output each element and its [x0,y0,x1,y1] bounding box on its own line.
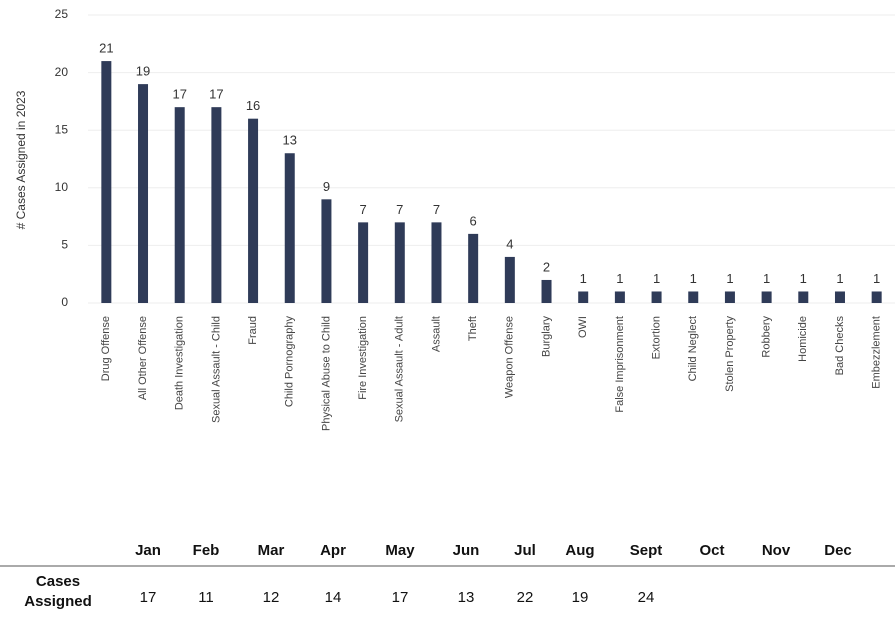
bar [871,291,882,303]
y-tick-label: 20 [55,65,69,79]
data-label: 1 [616,271,623,286]
cell-value: 22 [517,589,534,606]
data-label: 1 [873,271,880,286]
y-tick-label: 15 [55,122,69,136]
data-label: 7 [396,202,403,217]
x-tick-label: Drug Offense [100,316,112,381]
x-tick-label: Assault [430,316,442,352]
bar [724,291,735,303]
x-tick-label: Fraud [247,316,259,345]
x-tick-label: Burglary [540,316,552,357]
data-label: 6 [470,213,477,228]
x-tick-label: Fire Investigation [357,316,369,400]
data-label: 1 [653,271,660,286]
cell-value: 19 [572,589,589,606]
data-label: 16 [246,98,260,113]
column-header: Apr [320,542,346,559]
cell-value: 14 [325,589,342,606]
bar [211,107,222,303]
x-tick-label: False Imprisonment [614,316,626,413]
x-tick-label: Physical Abuse to Child [320,316,332,431]
bar [248,118,259,304]
bar [174,107,185,303]
x-tick-label: Child Pornography [284,316,296,408]
bar [101,61,112,303]
data-label: 1 [763,271,770,286]
column-header: Jul [514,542,536,559]
bar [468,233,479,303]
x-tick-label: Sexual Assault - Adult [394,316,406,422]
bar [431,222,442,303]
x-tick-label: Stolen Property [724,316,736,392]
x-tick-label: Homicide [797,316,809,362]
bar [798,291,809,303]
cell-value: 17 [140,589,157,606]
data-label: 17 [172,87,186,102]
data-label: 7 [359,202,366,217]
bar [614,291,625,303]
column-header: Feb [193,542,220,559]
x-tick-label: Child Neglect [687,316,699,381]
cell-value: 12 [263,589,280,606]
x-tick-label: Sexual Assault - Child [210,316,222,423]
bar [651,291,662,303]
column-header: Dec [824,542,852,559]
data-label: 4 [506,236,513,251]
x-tick-label: Extortion [650,316,662,359]
cell-value: 24 [638,589,655,606]
data-label: 1 [690,271,697,286]
x-tick-label: Embezzlement [871,316,883,389]
row-label: Cases Assigned [24,573,92,610]
data-label: 1 [836,271,843,286]
y-tick-label: 0 [61,295,68,309]
column-header: Aug [565,542,594,559]
x-tick-label: Robbery [761,316,773,358]
column-header: Mar [258,542,285,559]
bar [578,291,589,303]
bar [284,153,295,303]
bar [394,222,405,303]
bar [358,222,369,303]
bar [688,291,699,303]
cell-value: 11 [198,589,214,606]
data-label: 17 [209,87,223,102]
x-tick-label: Theft [467,316,479,341]
data-label: 1 [580,271,587,286]
data-label: 1 [726,271,733,286]
data-label: 21 [99,41,113,56]
data-label: 1 [800,271,807,286]
column-header: Jun [453,542,480,559]
bar [504,256,515,303]
data-label: 2 [543,259,550,274]
bar [761,291,772,303]
bar [834,291,845,303]
x-tick-label: Death Investigation [174,316,186,410]
column-header: May [385,542,415,559]
bar [321,199,332,303]
data-label: 13 [283,133,297,148]
data-label: 9 [323,179,330,194]
x-tick-label: Weapon Offense [504,316,516,398]
x-tick-label: All Other Offense [137,316,149,400]
bar [138,84,149,304]
x-tick-label: OWI [577,316,589,338]
data-label: 7 [433,202,440,217]
y-tick-label: 25 [55,7,69,21]
column-header: Nov [762,542,791,559]
column-header: Sept [630,542,663,559]
y-tick-label: 10 [55,180,69,194]
column-header: Jan [135,542,161,559]
bar [541,279,552,303]
y-tick-label: 5 [61,238,68,252]
cell-value: 17 [392,589,409,606]
x-tick-label: Bad Checks [834,316,846,376]
data-label: 19 [136,64,150,79]
column-header: Oct [699,542,724,559]
y-axis-label: # Cases Assigned in 2023 [14,90,28,229]
cell-value: 13 [458,589,475,606]
